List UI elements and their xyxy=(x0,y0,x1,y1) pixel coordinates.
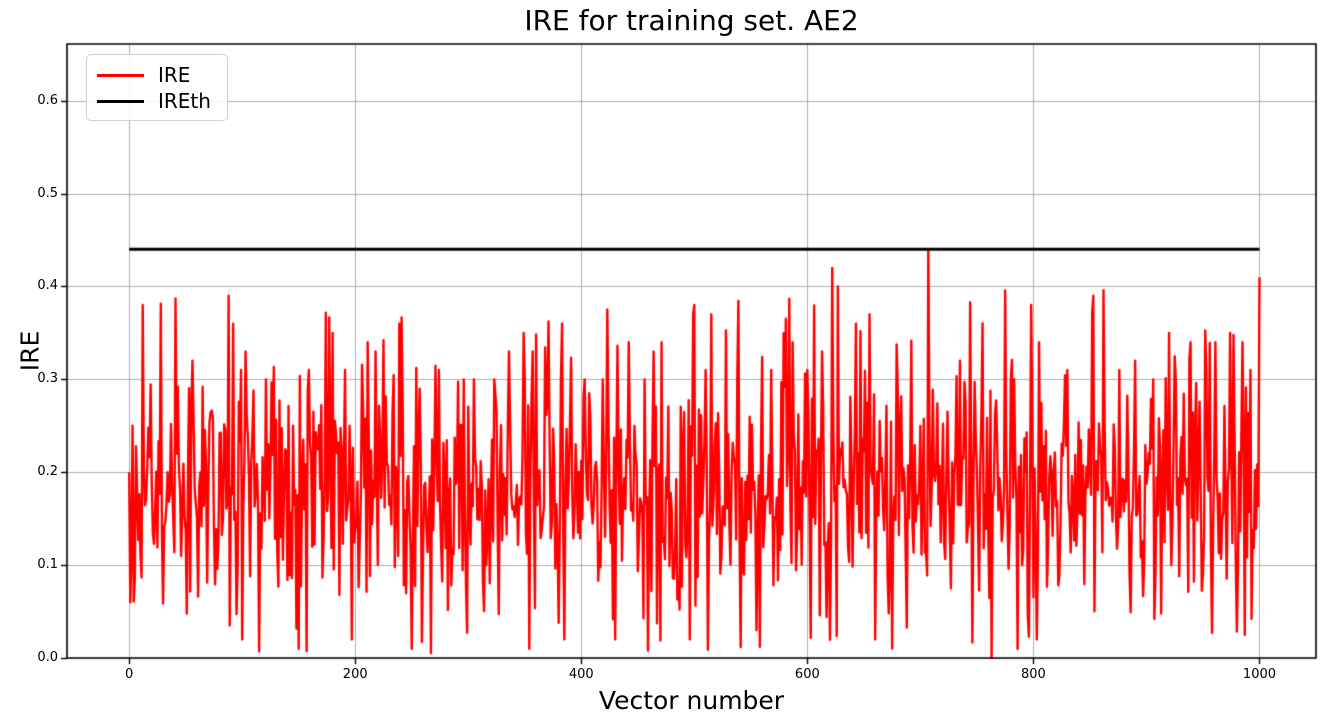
x-tick-label: 400 xyxy=(568,667,594,682)
y-tick-label: 0.3 xyxy=(37,371,58,387)
legend-label-ire: IRE xyxy=(158,63,191,87)
x-tick-label: 600 xyxy=(794,667,820,682)
x-axis-label: Vector number xyxy=(598,686,785,715)
chart-title: IRE for training set. AE2 xyxy=(524,4,859,37)
legend-label-ireth: IREth xyxy=(158,89,211,113)
x-tick-label: 0 xyxy=(125,667,134,682)
legend-entry-ireth: IREth xyxy=(97,88,217,114)
x-tick-label: 800 xyxy=(1020,667,1046,682)
y-tick-label: 0.1 xyxy=(37,557,58,573)
legend-entry-ire: IRE xyxy=(97,62,217,88)
y-tick-label: 0.4 xyxy=(37,278,58,294)
y-tick-label: 0.5 xyxy=(37,185,58,201)
y-axis-label: IRE xyxy=(15,330,45,372)
ire-line-swatch xyxy=(97,73,144,77)
ireth-line-swatch xyxy=(97,99,144,103)
x-tick-label: 200 xyxy=(342,667,368,682)
y-tick-label: 0.2 xyxy=(37,464,58,480)
y-tick-label: 0.0 xyxy=(37,650,58,665)
y-tick-label: 0.6 xyxy=(37,92,58,108)
x-tick-label: 1000 xyxy=(1242,667,1277,682)
legend: IRE IREth xyxy=(86,54,228,121)
